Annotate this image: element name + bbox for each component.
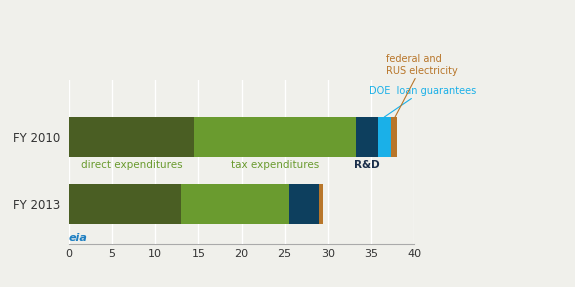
Text: R&D: R&D: [354, 160, 380, 170]
Bar: [391, 117, 397, 157]
Bar: [69, 117, 194, 157]
Text: DOE  loan guarantees: DOE loan guarantees: [369, 86, 477, 117]
Text: tax expenditures: tax expenditures: [231, 160, 319, 170]
Bar: [194, 117, 356, 157]
Bar: [289, 184, 319, 224]
Bar: [181, 184, 289, 224]
Text: direct expenditures: direct expenditures: [81, 160, 182, 170]
Bar: [356, 117, 378, 157]
Text: federal and
RUS electricity: federal and RUS electricity: [386, 54, 458, 117]
Bar: [69, 184, 181, 224]
Bar: [319, 184, 323, 224]
Text: eia: eia: [69, 232, 88, 243]
Bar: [378, 117, 391, 157]
